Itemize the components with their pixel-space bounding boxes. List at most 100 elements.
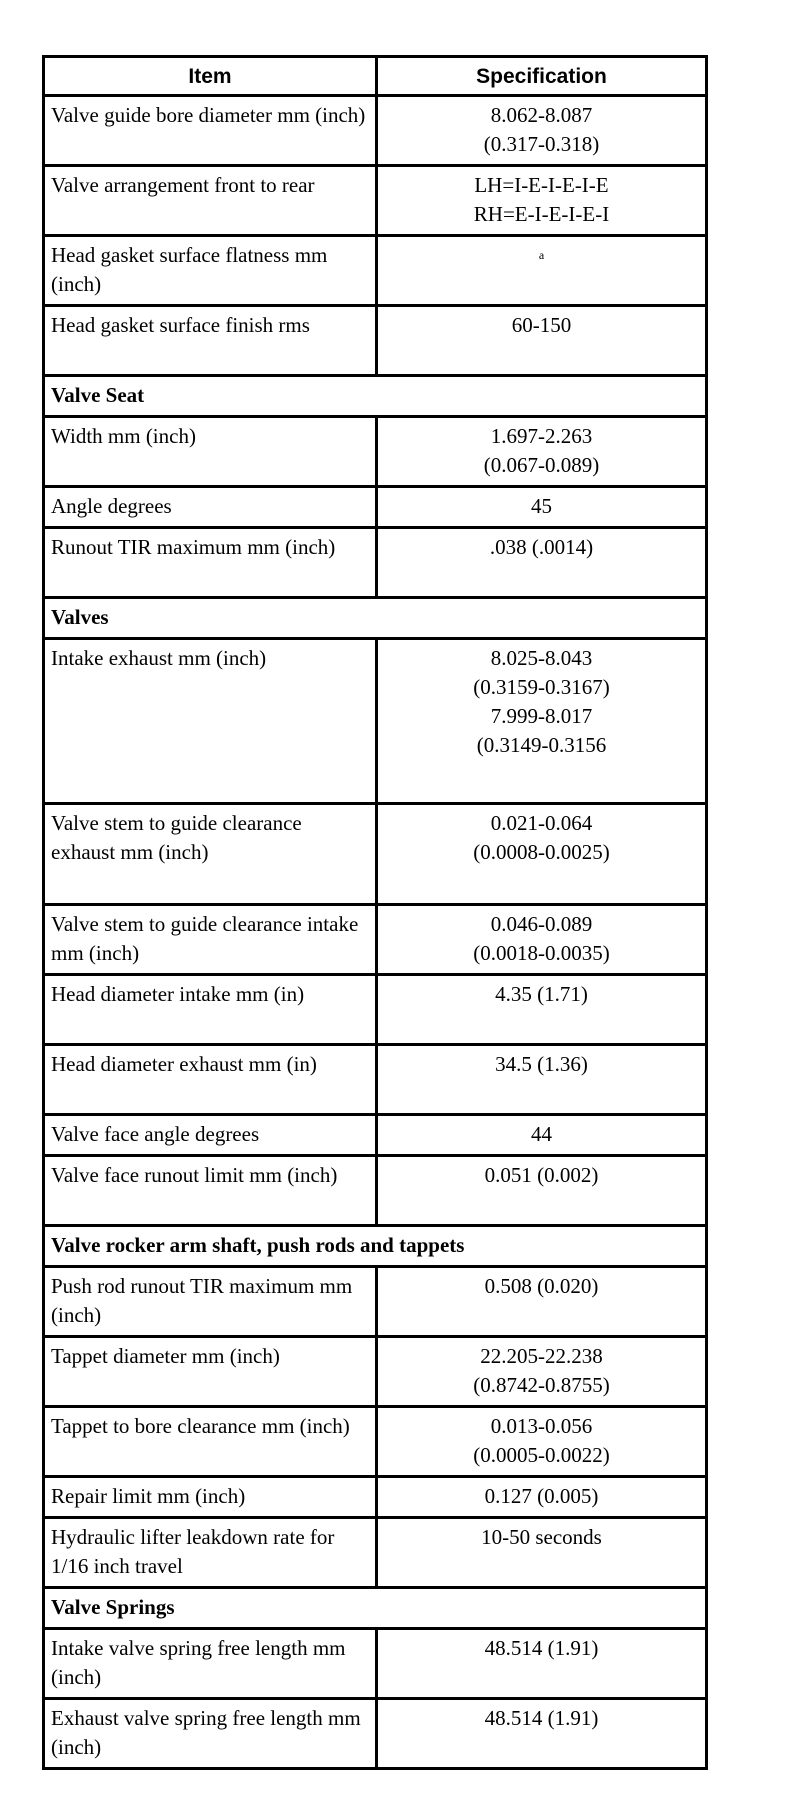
specification-cell: 0.051 (0.002) bbox=[375, 1154, 708, 1227]
item-cell: Valve face runout limit mm (inch) bbox=[42, 1154, 378, 1227]
table-header-row: Item Specification bbox=[42, 55, 708, 97]
specification-line: (0.0005-0.0022) bbox=[473, 1443, 610, 1467]
table-row: Tappet to bore clearance mm (inch) 0.013-… bbox=[42, 1405, 708, 1478]
item-cell: Head diameter exhaust mm (in) bbox=[42, 1043, 378, 1116]
item-cell: Runout TIR maximum mm (inch) bbox=[42, 526, 378, 599]
specification-cell: 1.697-2.263 (0.067-0.089) bbox=[375, 415, 708, 488]
item-cell: Angle degrees bbox=[42, 485, 378, 529]
item-cell: Tappet diameter mm (inch) bbox=[42, 1335, 378, 1408]
item-cell: Head diameter intake mm (in) bbox=[42, 973, 378, 1046]
table-row: Valve arrangement front to rear LH=I-E-I-… bbox=[42, 164, 708, 237]
table-row: Head gasket surface flatness mm (inch) a bbox=[42, 234, 708, 307]
specification-line: a bbox=[538, 248, 545, 262]
specification-table: Item Specification Valve guide bore diam… bbox=[42, 55, 708, 1770]
table-row: Head diameter exhaust mm (in) 34.5 (1.36) bbox=[42, 1043, 708, 1116]
specification-cell: 8.025-8.043 (0.3159-0.3167) 7.999-8.017 (0.… bbox=[375, 637, 708, 805]
item-cell: Hydraulic lifter leakdown rate for 1/16 … bbox=[42, 1516, 378, 1589]
section-title: Valves bbox=[42, 596, 708, 640]
item-cell: Repair limit mm (inch) bbox=[42, 1475, 378, 1519]
table-row: Valve face runout limit mm (inch) 0.051 (… bbox=[42, 1154, 708, 1227]
specification-line: 22.205-22.238 bbox=[480, 1344, 603, 1368]
table-row: Push rod runout TIR maximum mm (inch) 0.5… bbox=[42, 1265, 708, 1338]
column-header-specification: Specification bbox=[375, 55, 708, 97]
item-cell: Tappet to bore clearance mm (inch) bbox=[42, 1405, 378, 1478]
item-cell: Intake valve spring free length mm (inch… bbox=[42, 1627, 378, 1700]
specification-line: 0.508 (0.020) bbox=[484, 1274, 599, 1298]
specification-line: (0.067-0.089) bbox=[483, 453, 600, 477]
specification-line: 0.127 (0.005) bbox=[484, 1484, 599, 1508]
table-row: Exhaust valve spring free length mm (inc… bbox=[42, 1697, 708, 1770]
table-row: Width mm (inch) 1.697-2.263 (0.067-0.089) bbox=[42, 415, 708, 488]
item-cell: Valve guide bore diameter mm (inch) bbox=[42, 94, 378, 167]
specification-line: 0.013-0.056 bbox=[490, 1414, 593, 1438]
specification-line: 45 bbox=[531, 494, 552, 518]
table-row: Valve stem to guide clearance intake mm … bbox=[42, 903, 708, 976]
specification-cell: .038 (.0014) bbox=[375, 526, 708, 599]
table-row: Head diameter intake mm (in) 4.35 (1.71) bbox=[42, 973, 708, 1046]
specification-line: 8.062-8.087 bbox=[490, 103, 593, 127]
specification-cell: 34.5 (1.36) bbox=[375, 1043, 708, 1116]
section-row: Valve rocker arm shaft, push rods and ta… bbox=[42, 1224, 708, 1268]
specification-cell: 22.205-22.238 (0.8742-0.8755) bbox=[375, 1335, 708, 1408]
table-row: Head gasket surface finish rms 60-150 bbox=[42, 304, 708, 377]
specification-line: (0.317-0.318) bbox=[483, 132, 600, 156]
item-cell: Valve arrangement front to rear bbox=[42, 164, 378, 237]
specification-cell: 48.514 (1.91) bbox=[375, 1697, 708, 1770]
specification-cell: 0.127 (0.005) bbox=[375, 1475, 708, 1519]
specification-line: 0.051 (0.002) bbox=[484, 1163, 599, 1187]
section-row: Valve Springs bbox=[42, 1586, 708, 1630]
specification-line: 8.025-8.043 bbox=[490, 646, 593, 670]
specification-cell: 45 bbox=[375, 485, 708, 529]
section-row: Valve Seat bbox=[42, 374, 708, 418]
specification-cell: 48.514 (1.91) bbox=[375, 1627, 708, 1700]
item-cell: Head gasket surface finish rms bbox=[42, 304, 378, 377]
section-title: Valve Seat bbox=[42, 374, 708, 418]
specification-cell: 0.046-0.089 (0.0018-0.0035) bbox=[375, 903, 708, 976]
table-row: Valve face angle degrees 44 bbox=[42, 1113, 708, 1157]
table-body: Valve guide bore diameter mm (inch) 8.062… bbox=[42, 94, 708, 1770]
specification-line: 4.35 (1.71) bbox=[495, 982, 588, 1006]
table-row: Intake valve spring free length mm (inch… bbox=[42, 1627, 708, 1700]
table-row: Valve stem to guide clearance exhaust mm… bbox=[42, 802, 708, 906]
specification-line: 48.514 (1.91) bbox=[484, 1706, 599, 1730]
specification-line: RH=E-I-E-I-E-I bbox=[473, 202, 610, 226]
table-row: Valve guide bore diameter mm (inch) 8.062… bbox=[42, 94, 708, 167]
specification-cell: 8.062-8.087 (0.317-0.318) bbox=[375, 94, 708, 167]
table-row: Repair limit mm (inch) 0.127 (0.005) bbox=[42, 1475, 708, 1519]
table-row: Hydraulic lifter leakdown rate for 1/16 … bbox=[42, 1516, 708, 1589]
specification-line: .038 (.0014) bbox=[489, 535, 594, 559]
specification-cell: 0.013-0.056 (0.0005-0.0022) bbox=[375, 1405, 708, 1478]
specification-line: 60-150 bbox=[511, 313, 572, 337]
section-title: Valve rocker arm shaft, push rods and ta… bbox=[42, 1224, 708, 1268]
specification-line: (0.3159-0.3167) bbox=[473, 675, 610, 699]
specification-cell: LH=I-E-I-E-I-E RH=E-I-E-I-E-I bbox=[375, 164, 708, 237]
specification-line: LH=I-E-I-E-I-E bbox=[474, 173, 609, 197]
specification-line: 10-50 seconds bbox=[481, 1525, 602, 1549]
specification-cell: 0.021-0.064 (0.0008-0.0025) bbox=[375, 802, 708, 906]
specification-cell: 0.508 (0.020) bbox=[375, 1265, 708, 1338]
item-cell: Exhaust valve spring free length mm (inc… bbox=[42, 1697, 378, 1770]
column-header-item: Item bbox=[42, 55, 378, 97]
specification-line: 44 bbox=[531, 1122, 552, 1146]
specification-line: (0.0018-0.0035) bbox=[473, 941, 610, 965]
specification-line: 1.697-2.263 bbox=[490, 424, 593, 448]
specification-line: (0.3149-0.3156 bbox=[476, 733, 607, 757]
specification-line: 0.021-0.064 bbox=[490, 811, 593, 835]
table-row: Intake exhaust mm (inch) 8.025-8.043 (0.31… bbox=[42, 637, 708, 805]
specification-line: 34.5 (1.36) bbox=[495, 1052, 588, 1076]
specification-cell: 44 bbox=[375, 1113, 708, 1157]
item-cell: Valve stem to guide clearance intake mm … bbox=[42, 903, 378, 976]
specification-cell: 4.35 (1.71) bbox=[375, 973, 708, 1046]
item-cell: Intake exhaust mm (inch) bbox=[42, 637, 378, 805]
item-cell: Valve stem to guide clearance exhaust mm… bbox=[42, 802, 378, 906]
table-row: Angle degrees 45 bbox=[42, 485, 708, 529]
specification-cell: 60-150 bbox=[375, 304, 708, 377]
item-cell: Head gasket surface flatness mm (inch) bbox=[42, 234, 378, 307]
specification-line: (0.0008-0.0025) bbox=[473, 840, 610, 864]
specification-line: 0.046-0.089 bbox=[490, 912, 593, 936]
table-row: Tappet diameter mm (inch) 22.205-22.238 (0… bbox=[42, 1335, 708, 1408]
specification-cell: a bbox=[375, 234, 708, 307]
item-cell: Push rod runout TIR maximum mm (inch) bbox=[42, 1265, 378, 1338]
specification-line: (0.8742-0.8755) bbox=[473, 1373, 610, 1397]
specification-line: 48.514 (1.91) bbox=[484, 1636, 599, 1660]
